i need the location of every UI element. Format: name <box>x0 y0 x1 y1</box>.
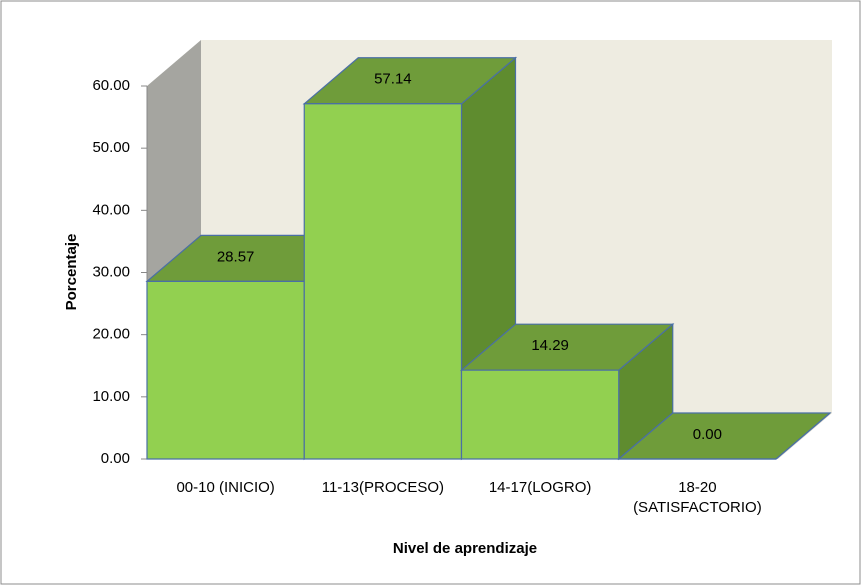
data-label: 0.00 <box>693 426 722 443</box>
data-label: 14.29 <box>531 337 569 354</box>
y-axis-title: Porcentaje <box>63 234 80 311</box>
data-label: 28.57 <box>217 248 255 265</box>
y-tick-label: 40.00 <box>92 201 130 218</box>
bar <box>617 412 832 460</box>
bar-front <box>146 280 305 460</box>
y-tick-label: 30.00 <box>92 263 130 280</box>
y-tick-label: 20.00 <box>92 326 130 343</box>
y-tick-label: 50.00 <box>92 139 130 156</box>
bar-front <box>460 369 620 460</box>
x-tick-label: 18-20 (SATISFACTORIO) <box>633 479 762 516</box>
x-tick-label: 14-17(LOGRO) <box>488 479 592 496</box>
y-tick-label: 0.00 <box>101 450 130 467</box>
bar <box>459 322 675 461</box>
x-tick-label: 00-10 (INICIO) <box>176 479 275 496</box>
x-tick-label: 11-13(PROCESO) <box>321 479 444 496</box>
data-label: 57.14 <box>374 71 412 88</box>
bar-front <box>303 103 463 460</box>
x-axis-title: Nivel de aprendizaje <box>393 540 537 557</box>
y-tick-label: 10.00 <box>92 388 130 405</box>
y-tick-label: 60.00 <box>92 77 130 94</box>
